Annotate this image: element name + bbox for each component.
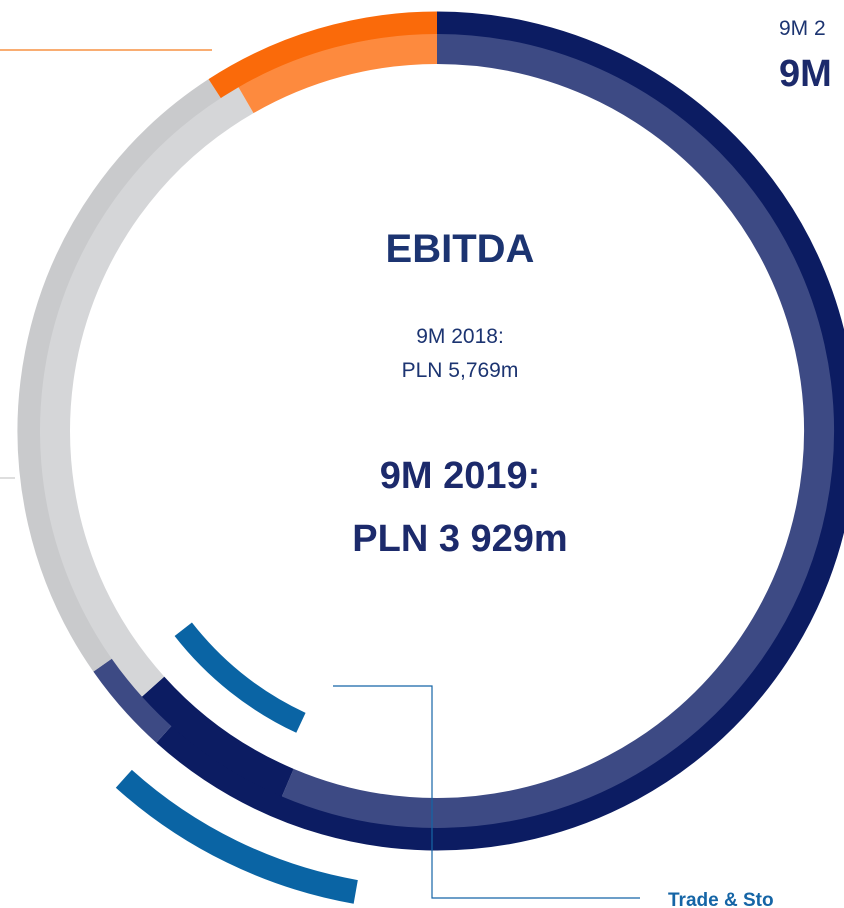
previous-period: 9M 2018: xyxy=(416,325,504,348)
side-current-period: 9M xyxy=(779,53,832,95)
inner-ring-segment xyxy=(281,34,834,828)
outer-ring-segment xyxy=(156,11,844,851)
segment-label: Trade & Sto xyxy=(668,890,774,908)
center-title: EBITDA xyxy=(386,227,535,271)
current-period: 9M 2019: xyxy=(380,455,541,497)
rings xyxy=(17,11,844,904)
highlight-arc xyxy=(115,769,358,904)
inner-ring-segment xyxy=(238,34,438,114)
outer-ring-segment xyxy=(93,658,172,743)
highlight-arc xyxy=(174,622,306,733)
connector-line xyxy=(333,685,640,899)
outer-ring-segment xyxy=(17,79,222,672)
previous-value: PLN 5,769m xyxy=(402,359,519,382)
inner-ring-segment xyxy=(141,676,294,797)
outer-ring-segment xyxy=(208,11,438,99)
inner-ring-segment xyxy=(40,87,254,697)
side-previous-period: 9M 2 xyxy=(779,17,826,40)
current-value: PLN 3 929m xyxy=(352,518,567,560)
